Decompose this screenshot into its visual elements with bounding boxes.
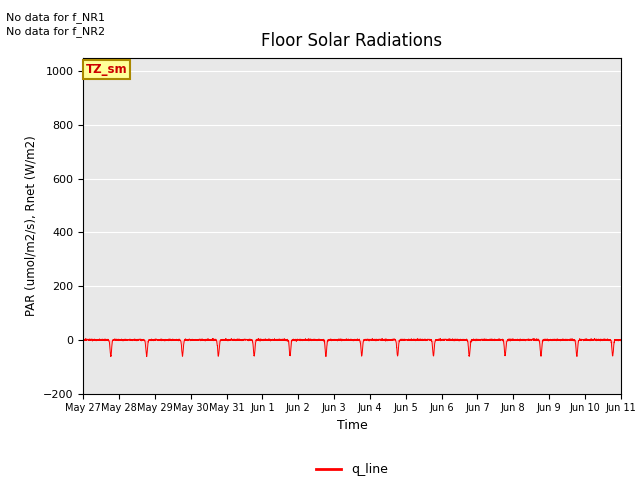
Title: Floor Solar Radiations: Floor Solar Radiations bbox=[261, 33, 443, 50]
Text: No data for f_NR2: No data for f_NR2 bbox=[6, 26, 106, 37]
Y-axis label: PAR (umol/m2/s), Rnet (W/m2): PAR (umol/m2/s), Rnet (W/m2) bbox=[24, 135, 37, 316]
X-axis label: Time: Time bbox=[337, 419, 367, 432]
Text: TZ_sm: TZ_sm bbox=[86, 63, 127, 76]
Text: No data for f_NR1: No data for f_NR1 bbox=[6, 12, 106, 23]
Legend: q_line: q_line bbox=[311, 458, 393, 480]
